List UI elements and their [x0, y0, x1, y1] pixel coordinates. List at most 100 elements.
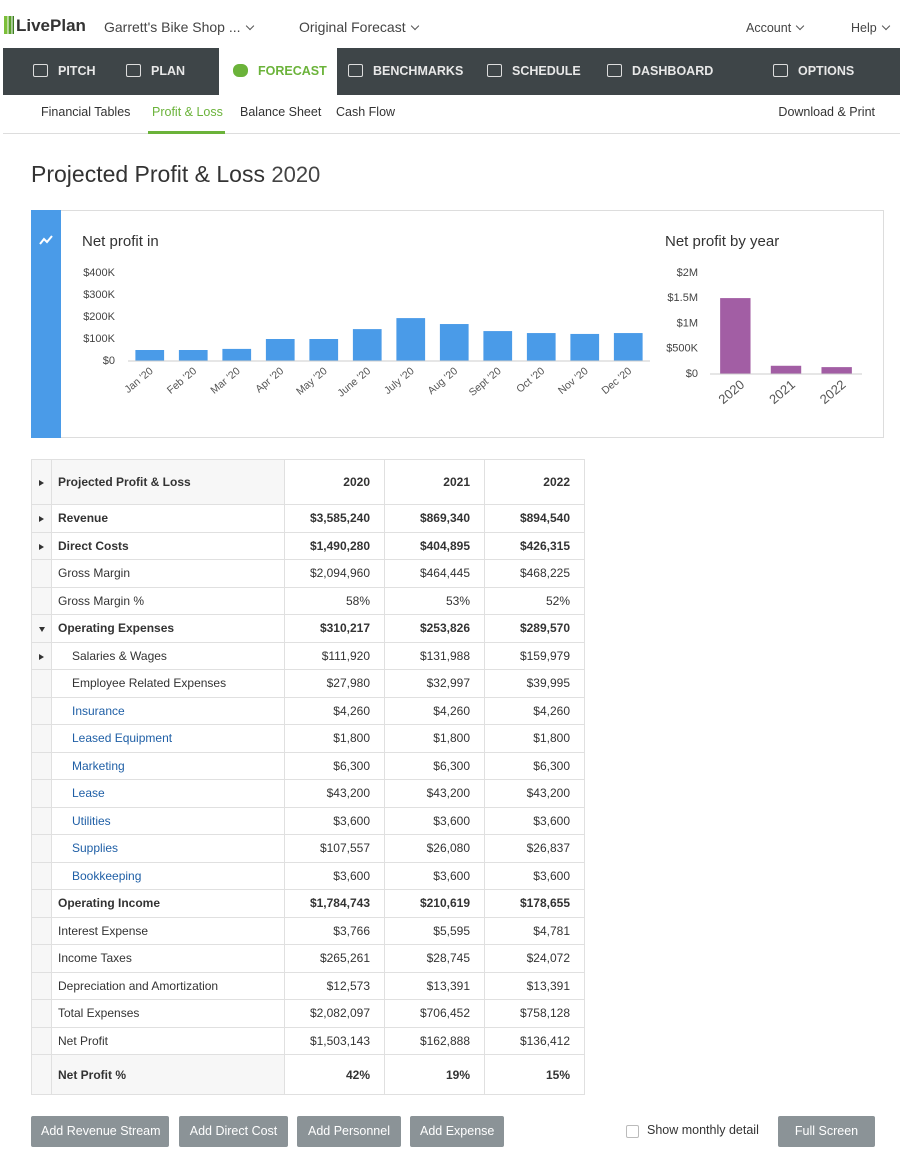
row-label[interactable]: Bookkeeping	[51, 861, 285, 890]
table-row: Insurance $4,260 $4,260 $4,260	[31, 696, 585, 725]
x-tick-label: 2022	[817, 377, 849, 407]
main-nav: PITCH PLAN FORECAST BENCHMARKS SCHEDULE DASHB…	[3, 48, 900, 95]
nav-tab[interactable]: BENCHMARKS	[348, 48, 468, 95]
value-cell: $758,128	[484, 999, 585, 1028]
value-cell: $3,600	[384, 861, 485, 890]
bar	[135, 350, 165, 361]
row-label: Total Expenses	[51, 999, 285, 1028]
toggle-icon[interactable]	[39, 480, 44, 486]
row-label: Gross Margin %	[51, 586, 285, 615]
value-cell: $4,260	[284, 696, 385, 725]
x-tick-label: Oct '20	[514, 365, 547, 395]
toggle-cell	[31, 1054, 52, 1095]
toggle-icon[interactable]	[39, 516, 44, 523]
logo-icon	[4, 16, 14, 34]
y-tick-label: $100K	[83, 333, 115, 345]
forecast-menu[interactable]: Original Forecast	[299, 19, 418, 35]
y-tick-label: $300K	[83, 289, 115, 301]
account-menu[interactable]: Account	[746, 21, 803, 35]
toggle-icon[interactable]	[39, 653, 44, 660]
value-cell: $253,826	[384, 614, 485, 643]
sub-nav: Financial Tables Profit & Loss Balance She…	[3, 95, 900, 134]
nav-tab[interactable]: FORECAST	[219, 48, 337, 95]
bar	[178, 350, 208, 361]
value-cell: $24,072	[484, 944, 585, 973]
fullscreen-button[interactable]: Full Screen	[778, 1116, 875, 1147]
row-label[interactable]: Utilities	[51, 806, 285, 835]
value-cell: $12,573	[284, 971, 385, 1000]
nav-tab[interactable]: PLAN	[126, 48, 206, 95]
row-label: Net Profit	[51, 1026, 285, 1055]
x-tick-label: Sept '20	[467, 365, 504, 399]
bar	[222, 348, 252, 361]
value-cell: $289,570	[484, 614, 585, 643]
sub-tab[interactable]: Financial Tables	[41, 105, 131, 119]
action-button[interactable]: Add Expense	[410, 1116, 504, 1147]
row-label[interactable]: Lease	[51, 779, 285, 808]
nav-tab[interactable]: DASHBOARD	[607, 48, 732, 95]
table-row: Supplies $107,557 $26,080 $26,837	[31, 834, 585, 863]
value-cell: $3,600	[284, 861, 385, 890]
value-cell: $468,225	[484, 559, 585, 588]
year-header: 2021	[384, 459, 485, 505]
toggle-cell	[31, 586, 52, 615]
x-tick-label: Nov '20	[556, 365, 591, 397]
toggle-icon[interactable]	[38, 627, 45, 633]
help-menu[interactable]: Help	[851, 21, 889, 35]
value-cell: $13,391	[484, 971, 585, 1000]
value-cell: $210,619	[384, 889, 485, 918]
value-cell: $6,300	[284, 751, 385, 780]
logo[interactable]: LivePlan	[16, 16, 86, 35]
table-row: Interest Expense $3,766 $5,595 $4,781	[31, 916, 585, 945]
value-cell: $894,540	[484, 504, 585, 533]
action-button[interactable]: Add Direct Cost	[179, 1116, 288, 1147]
value-cell: 53%	[384, 586, 485, 615]
y-tick-label: $1M	[677, 317, 698, 329]
action-button[interactable]: Add Revenue Stream	[31, 1116, 169, 1147]
sub-tab[interactable]: Profit & Loss	[152, 105, 223, 119]
chart-title: Net profit in	[82, 233, 159, 250]
row-label[interactable]: Marketing	[51, 751, 285, 780]
bar	[570, 333, 600, 361]
toggle-cell	[31, 459, 52, 505]
toggle-icon[interactable]	[39, 543, 44, 550]
toggle-cell	[31, 944, 52, 973]
business-menu[interactable]: Garrett's Bike Shop ...	[104, 19, 253, 35]
download-print[interactable]: Download & Print	[778, 105, 875, 119]
table-title: Projected Profit & Loss	[51, 459, 285, 505]
chart-icon	[39, 235, 53, 245]
checkbox-label[interactable]: Show monthly detail	[647, 1123, 759, 1137]
sub-tab[interactable]: Cash Flow	[336, 105, 396, 119]
row-label: Employee Related Expenses	[51, 669, 285, 698]
table-header-row: Projected Profit & Loss 2020 2021 2022	[31, 459, 585, 505]
value-cell: $1,800	[284, 724, 385, 753]
nav-tab[interactable]: OPTIONS	[773, 48, 878, 95]
value-cell: $5,595	[384, 916, 485, 945]
x-tick-label: Jan '20	[122, 365, 156, 396]
row-label: Income Taxes	[51, 944, 285, 973]
value-cell: $1,490,280	[284, 531, 385, 560]
action-button[interactable]: Add Personnel	[297, 1116, 401, 1147]
nav-tab[interactable]: PITCH	[33, 48, 118, 95]
checkbox[interactable]	[626, 1125, 639, 1138]
toggle-cell	[31, 806, 52, 835]
toggle-cell	[31, 531, 52, 560]
row-label[interactable]: Leased Equipment	[51, 724, 285, 753]
value-cell: $1,784,743	[284, 889, 385, 918]
value-cell: $2,094,960	[284, 559, 385, 588]
bar	[720, 298, 751, 374]
value-cell: $43,200	[484, 779, 585, 808]
value-cell: $136,412	[484, 1026, 585, 1055]
row-label[interactable]: Insurance	[51, 696, 285, 725]
value-cell: $6,300	[484, 751, 585, 780]
table-row: Net Profit % 42% 19% 15%	[31, 1054, 585, 1095]
value-cell: $6,300	[384, 751, 485, 780]
year-header: 2022	[484, 459, 585, 505]
x-tick-label: July '20	[382, 365, 417, 397]
sub-tab[interactable]: Balance Sheet	[240, 105, 322, 119]
row-label[interactable]: Supplies	[51, 834, 285, 863]
nav-tab[interactable]: SCHEDULE	[487, 48, 597, 95]
bar	[526, 333, 556, 361]
y-tick-label: $400K	[83, 267, 115, 279]
value-cell: $3,585,240	[284, 504, 385, 533]
